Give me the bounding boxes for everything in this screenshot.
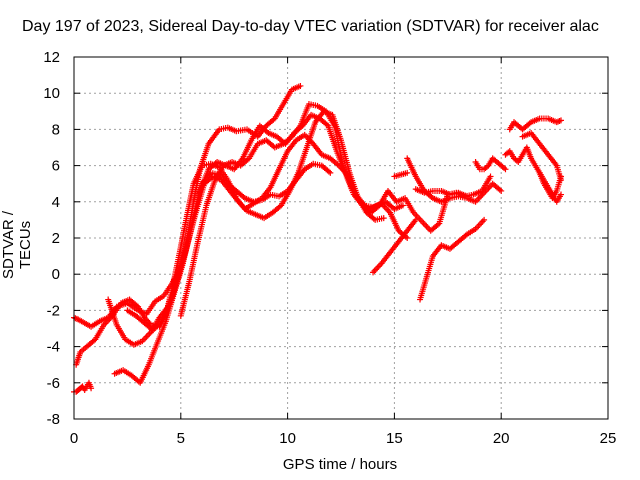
x-axis-label: GPS time / hours [282,456,398,473]
y-tick-label: -6 [47,375,60,392]
data-point [498,187,505,194]
grid-lines [74,57,608,419]
data-point [399,202,406,209]
y-tick-label: 10 [43,85,60,102]
x-tick-label: 25 [600,430,617,447]
x-tick-label: 0 [70,430,78,447]
data-point [558,117,565,124]
series-track-q [536,169,565,205]
data-point [297,82,304,89]
data-point [487,173,494,180]
y-tick-label: 12 [43,49,60,66]
y-tick-label: -8 [47,411,60,428]
data-point [391,173,398,180]
data-point [558,191,565,198]
data-point [88,385,95,392]
data-point [327,169,334,176]
series-track-m [472,155,509,173]
data-marks [71,82,565,395]
series-track-p [519,130,565,184]
data-point [556,117,563,124]
y-tick-label: 4 [52,194,60,211]
y-tick-label: 2 [52,230,60,247]
y-tick-label: -2 [47,302,60,319]
series-track-j [417,216,488,303]
series-track-l [412,186,471,200]
data-point [481,216,488,223]
x-tick-label: 20 [493,430,510,447]
data-point [502,166,509,173]
x-tick-label: 10 [279,430,296,447]
data-point [464,193,471,200]
data-point [380,215,387,222]
series-track-i [391,169,411,180]
series-track-g [177,101,406,319]
data-point [555,118,562,125]
y-tick-label: 6 [52,158,60,175]
series-track-h [370,216,419,276]
series-track-f [124,108,387,334]
plot-frame [73,56,609,420]
x-tick-label: 15 [386,430,403,447]
data-point [412,216,419,223]
axis-ticks: 0 5 10 15 20 25 -8 -6 -4 -2 0 2 4 6 8 10 12 [43,49,616,447]
series-track-o [506,115,565,133]
y-tick-label: 8 [52,121,60,138]
x-tick-label: 5 [177,430,185,447]
chart-title: Day 197 of 2023, Sidereal Day-to-day VTE… [22,18,599,35]
data-point [404,235,411,241]
y-tick-label: -4 [47,339,60,356]
series-track-n [502,144,565,202]
data-point [558,177,565,184]
y-tick-label: 0 [52,266,60,283]
